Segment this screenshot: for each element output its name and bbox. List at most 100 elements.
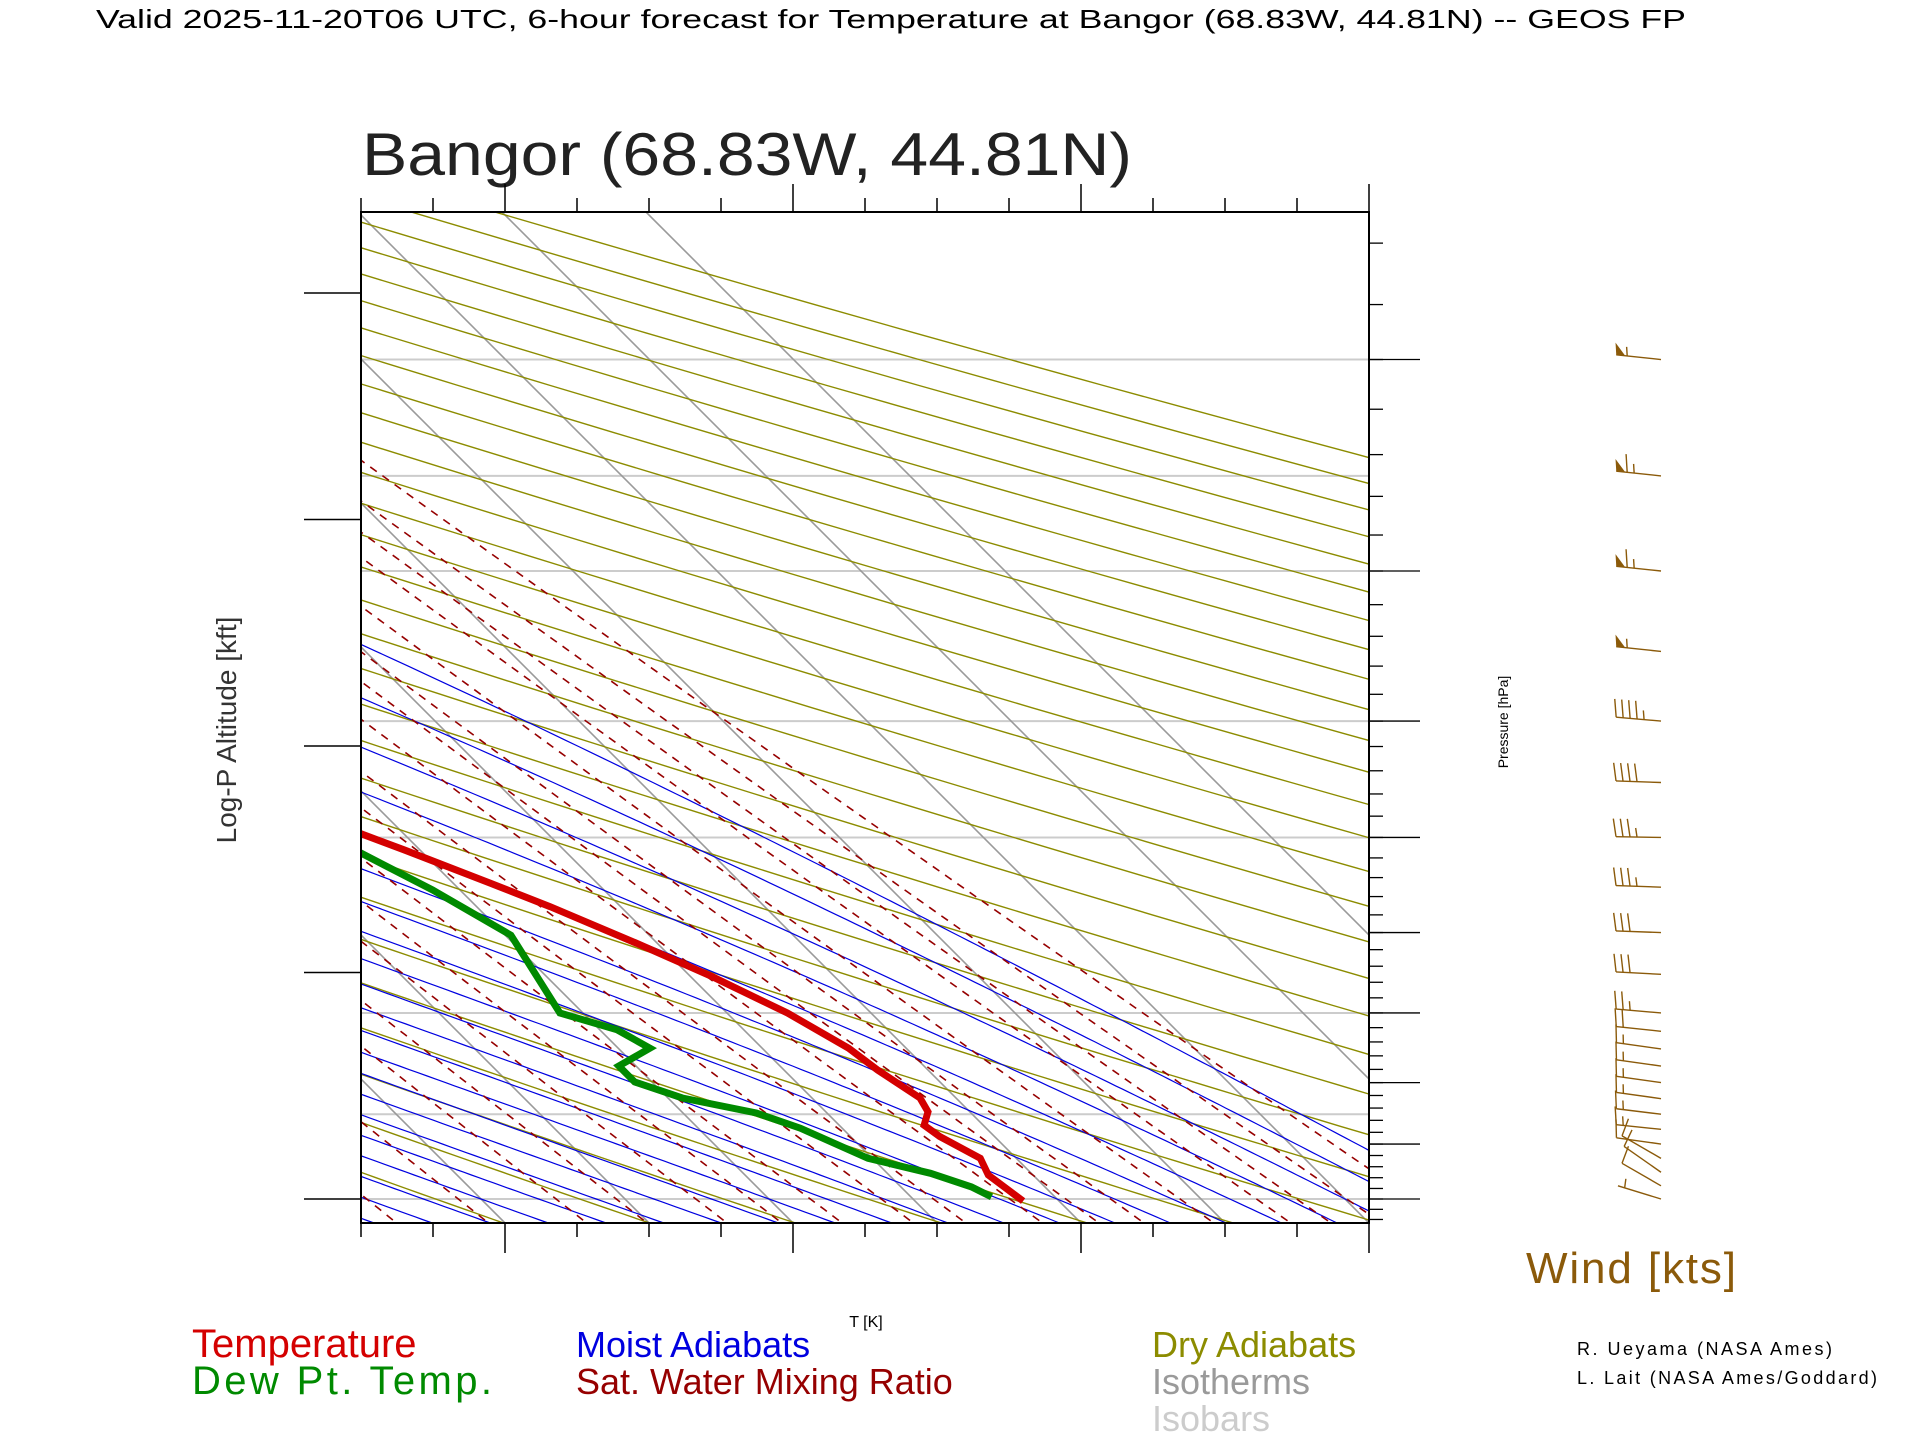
wind-barb-staff bbox=[1616, 565, 1662, 572]
moist-adiabat-line bbox=[361, 1093, 724, 1223]
wind-barb-full bbox=[1619, 913, 1624, 932]
wind-barb bbox=[1615, 1074, 1662, 1100]
wind-barb-staff bbox=[1621, 1162, 1662, 1187]
wind-barb-staff bbox=[1616, 1123, 1662, 1131]
wind-barb-full bbox=[1625, 549, 1628, 568]
wind-barb bbox=[1612, 762, 1662, 784]
mixing-ratio-line bbox=[361, 650, 1146, 1223]
wind-barb bbox=[1614, 1008, 1662, 1032]
wind-barb bbox=[1614, 1090, 1662, 1115]
wind-barb bbox=[1621, 1145, 1662, 1187]
wind-barb bbox=[1612, 867, 1662, 888]
legend: Temperature Dew Pt. Temp. Moist Adiabats… bbox=[192, 1322, 1356, 1439]
mixing-ratio-line bbox=[361, 680, 1101, 1223]
dry-adiabats-group bbox=[0, 210, 1369, 1230]
wind-barb-full bbox=[1614, 698, 1617, 718]
wind-barb-staff bbox=[1616, 470, 1662, 477]
dry-adiabat-line bbox=[361, 354, 1369, 651]
isotherms-group bbox=[0, 212, 1369, 1223]
wind-barb-full bbox=[1612, 818, 1617, 837]
wind-barb-full bbox=[1621, 1009, 1624, 1028]
wind-barb-full bbox=[1614, 1008, 1617, 1027]
wind-barb-half bbox=[1621, 1116, 1624, 1126]
wind-barb bbox=[1615, 1119, 1662, 1145]
isotherm-line bbox=[361, 1077, 506, 1223]
wind-barb-staff bbox=[1616, 1137, 1662, 1145]
wind-barb-full bbox=[1634, 700, 1638, 720]
dry-adiabat-line bbox=[361, 815, 1369, 1136]
wind-barb bbox=[1614, 698, 1662, 722]
moist-adiabat-line bbox=[361, 697, 1369, 1183]
moist-adiabat-line bbox=[0, 192, 333, 1230]
wind-barb bbox=[1615, 1041, 1662, 1067]
wind-barb-pennant bbox=[1615, 634, 1626, 648]
dry-adiabat-line bbox=[361, 273, 1369, 565]
wind-barb-half bbox=[1625, 346, 1628, 357]
legend-moist-adiabats: Moist Adiabats bbox=[576, 1324, 810, 1365]
wind-barb-pennant bbox=[1615, 554, 1626, 568]
wind-barb bbox=[1613, 953, 1662, 976]
wind-barb-staff bbox=[1616, 1075, 1662, 1084]
dry-adiabat-line bbox=[361, 221, 1369, 511]
wind-barb-full bbox=[1619, 762, 1624, 782]
dry-adiabat-line bbox=[0, 210, 375, 1230]
moist-adiabat-line bbox=[361, 900, 1173, 1223]
moist-adiabat-line bbox=[361, 746, 1369, 1212]
temperature-line bbox=[361, 830, 1026, 1204]
wind-barb-full bbox=[1626, 818, 1631, 838]
mixing-ratio-line bbox=[361, 499, 1369, 1216]
moist-adiabat-line bbox=[361, 1051, 838, 1223]
background-grid bbox=[0, 192, 1369, 1230]
wind-barb-staff bbox=[1616, 354, 1662, 361]
dry-adiabat-line bbox=[361, 633, 1369, 943]
wind-barb-full bbox=[1623, 1129, 1633, 1147]
moist-adiabat-line bbox=[361, 791, 1339, 1223]
moist-adiabat-line bbox=[361, 957, 1062, 1223]
dry-adiabat-line bbox=[361, 1027, 944, 1223]
wind-barb bbox=[1615, 1024, 1662, 1050]
isotherm-line bbox=[361, 357, 1226, 1223]
x-axis-label: T [K] bbox=[849, 1314, 883, 1331]
dry-adiabat-line bbox=[361, 502, 1369, 806]
dry-adiabat-line bbox=[361, 412, 1369, 711]
dry-adiabat-line bbox=[361, 855, 1369, 1178]
credit-1: R. Ueyama (NASA Ames) bbox=[1577, 1339, 1832, 1359]
legend-temperature: Temperature bbox=[192, 1322, 417, 1366]
wind-barb-full bbox=[1621, 1145, 1630, 1164]
wind-barb-staff bbox=[1616, 884, 1662, 888]
wind-barb-half bbox=[1634, 827, 1638, 838]
wind-barb-staff bbox=[1616, 971, 1662, 976]
header-title: Valid 2025-11-20T06 UTC, 6-hour forecast… bbox=[96, 4, 1686, 34]
wind-barb-full bbox=[1619, 818, 1624, 837]
wind-barb-staff bbox=[1623, 1145, 1662, 1173]
wind-barb-half bbox=[1623, 1178, 1627, 1188]
moist-adiabat-line bbox=[361, 1029, 894, 1223]
wind-barb bbox=[1623, 1129, 1662, 1173]
legend-mixing-ratio: Sat. Water Mixing Ratio bbox=[576, 1361, 953, 1402]
wind-barb-staff bbox=[1616, 1025, 1662, 1032]
isotherm-line bbox=[0, 212, 217, 1223]
dry-adiabat-line bbox=[361, 299, 1369, 593]
wind-barb-full bbox=[1614, 1090, 1618, 1109]
dry-adiabat-line bbox=[361, 1073, 798, 1223]
isotherm-line bbox=[361, 933, 650, 1223]
isotherm-line bbox=[645, 212, 1369, 937]
wind-barb bbox=[1615, 454, 1662, 477]
credit-2: L. Lait (NASA Ames/Goddard) bbox=[1577, 1368, 1877, 1388]
mixing-ratio-line bbox=[361, 531, 1333, 1223]
mixing-ratio-line bbox=[361, 556, 1293, 1223]
mixing-ratio-line bbox=[361, 459, 1369, 1170]
isobars-group bbox=[361, 358, 1369, 1200]
moist-adiabat-line bbox=[361, 643, 1369, 1152]
mixing-ratio-line bbox=[361, 857, 844, 1223]
mixing-ratio-line bbox=[361, 1045, 589, 1223]
mixing-ratio-line bbox=[361, 999, 649, 1223]
wind-barb bbox=[1612, 912, 1662, 934]
wind-barb-full bbox=[1614, 990, 1617, 1010]
wind-barb-half bbox=[1632, 463, 1635, 474]
wind-barb-full bbox=[1612, 762, 1617, 782]
wind-barb bbox=[1614, 990, 1662, 1014]
dry-adiabat-line bbox=[361, 896, 1369, 1221]
moist-adiabat-line bbox=[361, 868, 1228, 1223]
wind-barb-half bbox=[1625, 638, 1628, 648]
